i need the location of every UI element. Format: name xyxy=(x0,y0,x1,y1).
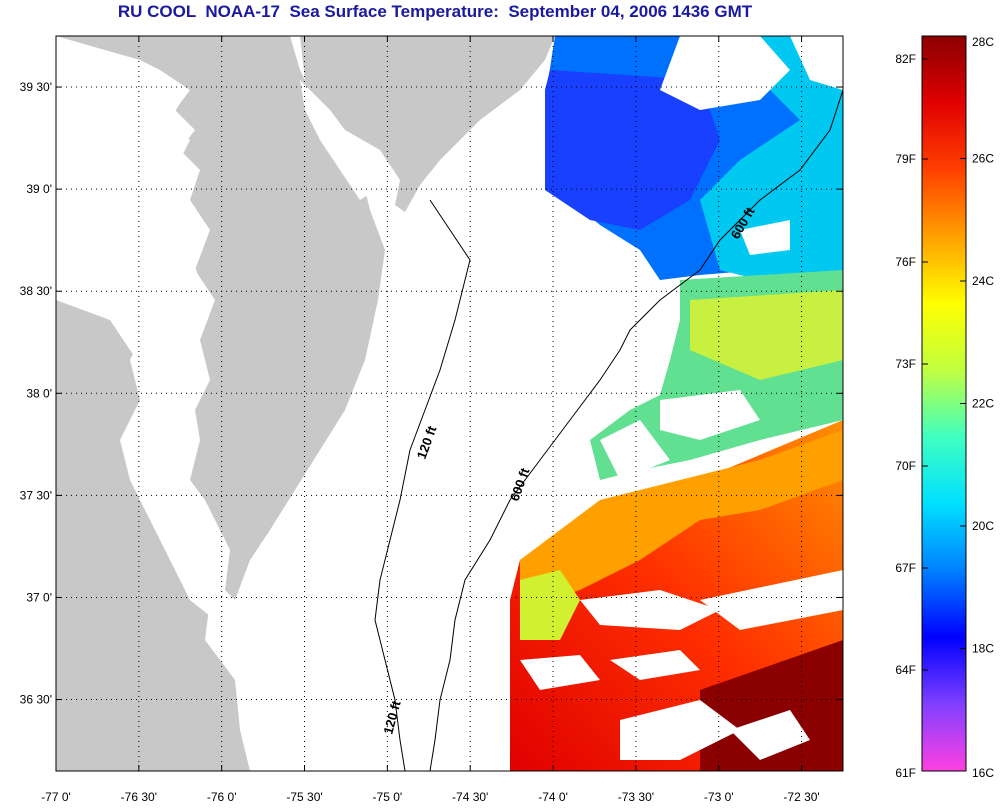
colorbar-fahrenheit-label: 64F xyxy=(895,663,916,677)
colorbar-fahrenheit-label: 61F xyxy=(895,766,916,780)
cloud-gap xyxy=(730,710,810,760)
sst-map: 120 ft 120 ft 600 ft 600 ft 39 30'39 0'3… xyxy=(20,35,844,804)
longitude-tick-label: -74 0' xyxy=(538,790,568,804)
sst-cold-core xyxy=(545,70,720,230)
cloud-gap xyxy=(580,590,720,630)
colorbar-celsius-label: 24C xyxy=(972,274,994,288)
longitude-axis: -77 0' -76 30' -76 0' -75 30' -75 0' -74 30' -… xyxy=(41,790,820,804)
latitude-axis: 39 30' 39 0' 38 30' 38 0' 37 30' 37 0' 36 30' xyxy=(20,80,52,707)
colorbar-celsius-label: 22C xyxy=(972,397,994,411)
cloud-gap xyxy=(620,700,740,760)
axis-ticks xyxy=(55,36,843,771)
latitude-tick-label: 37 0' xyxy=(26,590,52,604)
longitude-tick-label: -76 0' xyxy=(207,790,237,804)
colorbar-fahrenheit-label: 67F xyxy=(895,561,916,575)
longitude-tick-label: -74 30' xyxy=(452,790,488,804)
sst-cyan-band xyxy=(700,36,843,285)
colorbar-fahrenheit-label: 82F xyxy=(895,52,916,66)
cloud-gap xyxy=(600,420,670,480)
latitude-tick-label: 38 0' xyxy=(26,386,52,400)
colorbar-celsius-label: 26C xyxy=(972,152,994,166)
colorbar-fahrenheit-label: 70F xyxy=(895,459,916,473)
longitude-tick-label: -76 30' xyxy=(121,790,157,804)
colorbar-celsius-label: 20C xyxy=(972,519,994,533)
latitude-tick-label: 36 30' xyxy=(20,693,52,707)
colorbar-fahrenheit-label: 76F xyxy=(895,255,916,269)
latitude-tick-label: 39 30' xyxy=(20,80,52,94)
sst-orange-band xyxy=(520,430,843,610)
longitude-tick-label: -73 30' xyxy=(618,790,654,804)
land-new-jersey xyxy=(300,36,555,212)
longitude-tick-label: -72 30' xyxy=(783,790,819,804)
sst-yellowgreen-patch xyxy=(520,570,580,640)
cloud-gap xyxy=(520,655,600,690)
colorbar-fahrenheit-label: 73F xyxy=(895,357,916,371)
cloud-gap xyxy=(700,570,843,630)
colorbar-labels: 28C 26C 24C 22C 20C 18C 16C 82F 79F 76F 73F 70F 67F 6… xyxy=(895,35,994,780)
longitude-tick-label: -75 0' xyxy=(373,790,403,804)
graticule xyxy=(56,36,843,771)
sst-yellow-band xyxy=(690,290,843,380)
land-delmarva xyxy=(56,36,385,600)
longitude-tick-label: -77 0' xyxy=(41,790,71,804)
colorbar-celsius-label: 28C xyxy=(972,35,994,49)
delaware-bay xyxy=(300,80,375,200)
land xyxy=(56,36,555,771)
latitude-tick-label: 38 30' xyxy=(20,284,52,298)
map-border xyxy=(55,35,844,772)
cloud-gap xyxy=(790,36,843,90)
cloud-gap xyxy=(740,220,790,255)
colorbar-fahrenheit-label: 79F xyxy=(895,152,916,166)
map-title: RU COOL NOAA-17 Sea Surface Temperature:… xyxy=(117,2,753,21)
colorbar-scale xyxy=(921,35,967,772)
colorbar-celsius-label: 18C xyxy=(972,642,994,656)
temperature-colorbar: 28C 26C 24C 22C 20C 18C 16C 82F 79F 76F 73F 70F 67F 6… xyxy=(895,35,994,780)
contour-600ft xyxy=(429,89,843,771)
sst-imagery xyxy=(510,36,843,771)
longitude-tick-label: -75 30' xyxy=(286,790,322,804)
latitude-tick-label: 39 0' xyxy=(26,182,52,196)
cloud-gap xyxy=(610,650,700,680)
cloud-gap xyxy=(660,390,760,440)
chesapeake-bay xyxy=(120,70,215,620)
longitude-tick-label: -73 0' xyxy=(704,790,734,804)
contour-120ft xyxy=(374,199,471,771)
colorbar-celsius-label: 16C xyxy=(972,766,994,780)
latitude-tick-label: 37 30' xyxy=(20,488,52,502)
land-virginia xyxy=(56,300,250,771)
cloud-gap xyxy=(660,36,790,110)
